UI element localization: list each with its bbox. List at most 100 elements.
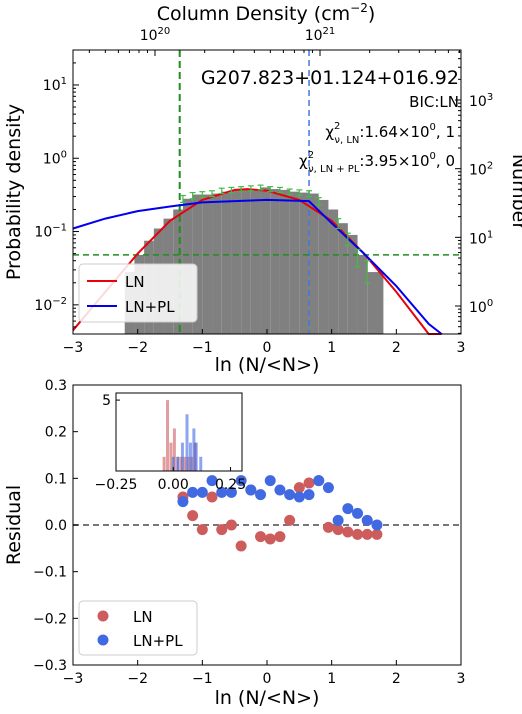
pdf-panel: −3 −2 −1 0 1 2 3 10−2 10−1 100 101 100 101 102 103 1020… [3, 1, 522, 376]
x-tick-label: −1 [192, 340, 213, 356]
residual-point-ln [293, 482, 305, 494]
residual-point-ln-pl [303, 489, 315, 501]
inset-bar-ln-pl [185, 414, 189, 471]
chi2-pl-symbol: χ [299, 152, 308, 170]
bottom-x-tick-label: 0 [263, 671, 272, 687]
y-tick-label: 10−2 [34, 296, 67, 314]
top-axis-label-end: ) [368, 3, 375, 25]
inset-x-tick-label: 0.00 [158, 477, 189, 493]
top-axis-label: Column Density (cm−2) [157, 1, 376, 25]
residual-point-ln-pl [322, 482, 334, 494]
chi2-ln-tail: , 1 [436, 123, 455, 141]
x-tick-label: 3 [457, 340, 466, 356]
histogram-bar [270, 189, 280, 334]
inset-y-tick-label: 5 [102, 393, 111, 409]
residual-point-ln-pl [361, 514, 373, 526]
bic-annotation: BIC:LN [409, 93, 459, 111]
chi2-pl-sub: ν, LN + PL [308, 164, 360, 175]
fit-curves [72, 188, 443, 335]
residual-point-ln-pl [245, 484, 257, 496]
top-legend: LN LN+PL [78, 263, 198, 323]
bottom-y-tick-label: −0.3 [33, 658, 67, 674]
histogram-bar [202, 194, 213, 334]
inset-bar-ln-pl [180, 442, 184, 471]
histogram-bar [338, 223, 348, 334]
residual-point-ln-pl [371, 519, 383, 531]
residual-point-ln-pl [293, 491, 305, 503]
residual-point-ln [216, 524, 228, 536]
bottom-x-tick-label: −1 [192, 671, 213, 687]
histogram-bar [309, 193, 319, 334]
histogram-bar [260, 187, 271, 334]
residual-point-ln-pl [284, 489, 296, 501]
residual-point-ln [235, 540, 247, 552]
residual-point-ln [361, 528, 373, 540]
inset-x-tick-label: −0.25 [95, 477, 138, 493]
y-tick-label: 100 [43, 149, 67, 167]
chi2-pl-sup: 2 [308, 150, 314, 161]
bottom-y-tick-label: −0.2 [33, 611, 67, 627]
histogram-bar [299, 192, 310, 334]
inset-bar-ln-pl [176, 456, 180, 471]
histogram-bar [318, 199, 329, 334]
bottom-legend-box [78, 600, 198, 656]
chi2-ln-symbol: χ [325, 123, 334, 141]
inset-frame [115, 392, 243, 472]
right-tick-label: 103 [469, 92, 493, 110]
bottom-axis-ticks: −3 −2 −1 0 1 2 3 −0.3 −0.2 −0.1 0.0 0.1 0.2 0.3 [33, 378, 465, 687]
chi2-pl-exp: 0 [430, 151, 436, 162]
x-tick-label: 2 [392, 340, 401, 356]
top-ylabel-right: Number [508, 154, 522, 231]
residual-point-ln-pl [332, 514, 344, 526]
legend-ln-label: LN [125, 273, 145, 291]
residual-point-ln [322, 521, 334, 533]
inset-bar-ln-pl [188, 442, 192, 471]
legend-lnpl-marker [97, 634, 109, 646]
residual-point-ln-pl [313, 475, 325, 487]
inset-bar-ln [172, 428, 176, 471]
residual-points [177, 475, 383, 552]
residual-point-ln [303, 477, 315, 489]
chi2-pl-tail: , 0 [436, 152, 455, 170]
bottom-x-tick-label: 3 [457, 671, 466, 687]
residual-point-ln-pl [177, 496, 189, 508]
inset-bar-ln-pl [194, 442, 198, 471]
chi2-pl-value: :3.95×10 [359, 152, 429, 170]
bottom-xlabel: ln (N/<N>) [215, 687, 320, 709]
inset-bar-ln [183, 456, 187, 471]
residual-point-ln-pl [187, 486, 199, 498]
top-xlabel: ln (N/<N>) [215, 354, 320, 376]
fit-curve-ln [72, 188, 442, 335]
residual-point-ln-pl [235, 475, 247, 487]
histogram-bar [289, 191, 300, 334]
residual-point-ln [352, 528, 364, 540]
right-tick-label: 100 [469, 298, 493, 316]
inset-histogram: −0.25 0.00 0.25 5 [95, 392, 246, 493]
residual-point-ln [274, 531, 286, 543]
bottom-x-tick-label: 1 [327, 671, 336, 687]
bottom-legend: LN LN+PL [78, 600, 198, 656]
fit-curve-ln-pl [72, 198, 443, 335]
residual-point-ln [187, 510, 199, 522]
chi2-ln-annotation: χ2 ν, LN:1.64×100, 1 [325, 121, 455, 146]
inset-bar-ln [162, 456, 166, 471]
chi2-ln-exp: 0 [430, 122, 436, 133]
right-tick-label: 102 [469, 161, 493, 179]
top-legend-box [78, 263, 198, 323]
chi2-pl-annotation: χ2 ν, LN + PL:3.95×100, 0 [299, 150, 455, 175]
histogram-bar [328, 209, 339, 334]
inset-bar-ln [166, 400, 170, 471]
bottom-y-tick-label: 0.0 [45, 518, 67, 534]
residual-point-ln-pl [342, 503, 354, 515]
x-tick-label: −2 [127, 340, 148, 356]
histogram-bar [347, 234, 358, 334]
residual-point-ln [371, 528, 383, 540]
legend-ln-marker [97, 610, 109, 622]
top-tick-label: 1021 [305, 26, 336, 44]
residual-point-ln-pl [352, 507, 364, 519]
histogram-bar [221, 191, 232, 334]
object-name: G207.823+01.124+016.92 [201, 67, 459, 89]
error-bars [179, 184, 371, 284]
bottom-x-tick-label: −2 [127, 671, 148, 687]
top-axis-label-text: Column Density (cm [157, 3, 350, 25]
